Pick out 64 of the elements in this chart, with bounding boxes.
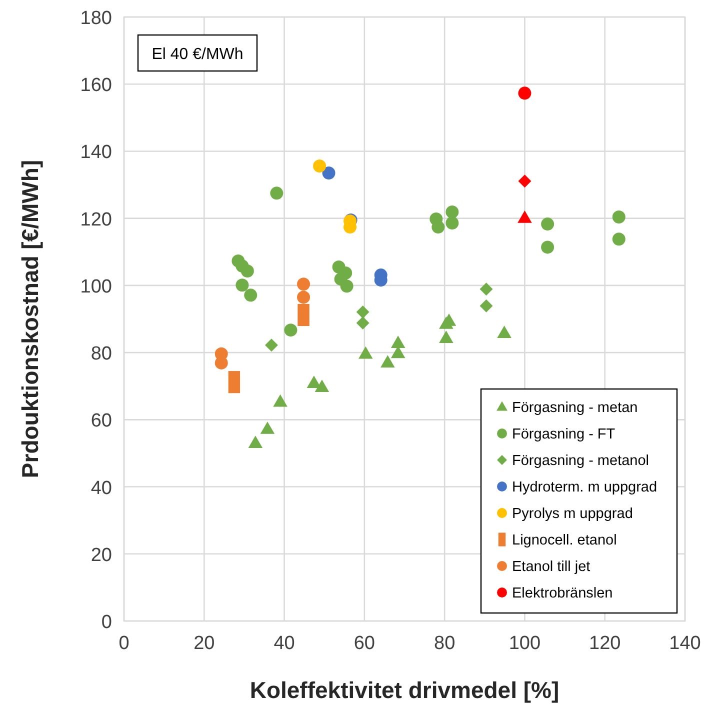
point <box>314 380 330 392</box>
point <box>380 355 395 368</box>
point <box>297 290 310 304</box>
point <box>480 282 493 296</box>
legend-label: Lignocell. etanol <box>512 532 617 548</box>
x-tick-label: 80 <box>434 633 456 654</box>
point <box>340 280 354 293</box>
y-tick-label: 180 <box>80 8 112 29</box>
x-tick-label: 100 <box>508 633 541 654</box>
y-tick-label: 0 <box>101 612 112 633</box>
y-tick-label: 40 <box>90 478 112 499</box>
point <box>439 330 454 343</box>
x-tick-label: 0 <box>118 633 130 654</box>
legend-label: Förgasning - FT <box>512 426 616 442</box>
point <box>356 305 370 318</box>
y-tick-label: 20 <box>90 544 112 566</box>
legend-label: Förgasning - metanol <box>512 453 650 469</box>
point <box>497 326 512 338</box>
legend-label: Etanol till jet <box>512 559 590 575</box>
point <box>214 356 228 370</box>
point <box>432 220 445 234</box>
y-tick-label: 80 <box>90 344 112 365</box>
point <box>358 346 373 359</box>
point <box>273 394 288 407</box>
point <box>480 299 493 312</box>
point <box>270 186 284 200</box>
legend-label: Förgasning - metan <box>512 400 638 416</box>
point <box>541 218 554 231</box>
y-tick-label: 60 <box>90 410 112 432</box>
point <box>313 159 326 172</box>
point <box>264 338 278 352</box>
point <box>248 436 263 448</box>
x-tick-label: 40 <box>274 633 295 654</box>
y-tick-label: 120 <box>80 209 112 230</box>
x-tick-label: 120 <box>589 633 621 654</box>
point <box>297 278 310 291</box>
point <box>541 240 554 254</box>
x-tick-label: 140 <box>669 633 701 654</box>
point <box>390 336 406 348</box>
point <box>518 210 532 223</box>
point <box>446 205 459 218</box>
x-axis-title: Koleffektivitet drivmedel [%] <box>250 677 560 703</box>
legend-label: Hydroterm. m uppgrad <box>512 480 658 496</box>
point <box>240 264 254 278</box>
point <box>612 210 626 224</box>
annotation: El 40 €/MWh <box>152 46 244 63</box>
y-axis-title: Prdouktionskostnad [€/MWh] <box>17 160 43 478</box>
y-tick-label: 100 <box>80 276 112 298</box>
y-tick-label: 140 <box>80 142 112 164</box>
point <box>284 324 298 337</box>
x-tick-label: 60 <box>354 633 375 654</box>
x-tick-label: 20 <box>194 633 215 654</box>
legend-label: Elektrobränslen <box>512 586 613 602</box>
point <box>236 278 249 292</box>
point <box>244 288 258 302</box>
point <box>518 86 532 100</box>
point <box>322 166 336 180</box>
point <box>356 316 370 330</box>
point <box>260 422 275 434</box>
point <box>612 232 626 246</box>
point <box>446 216 459 230</box>
point <box>518 174 532 188</box>
y-tick-label: 160 <box>80 75 112 96</box>
legend-label: Pyrolys m uppgrad <box>512 506 633 522</box>
